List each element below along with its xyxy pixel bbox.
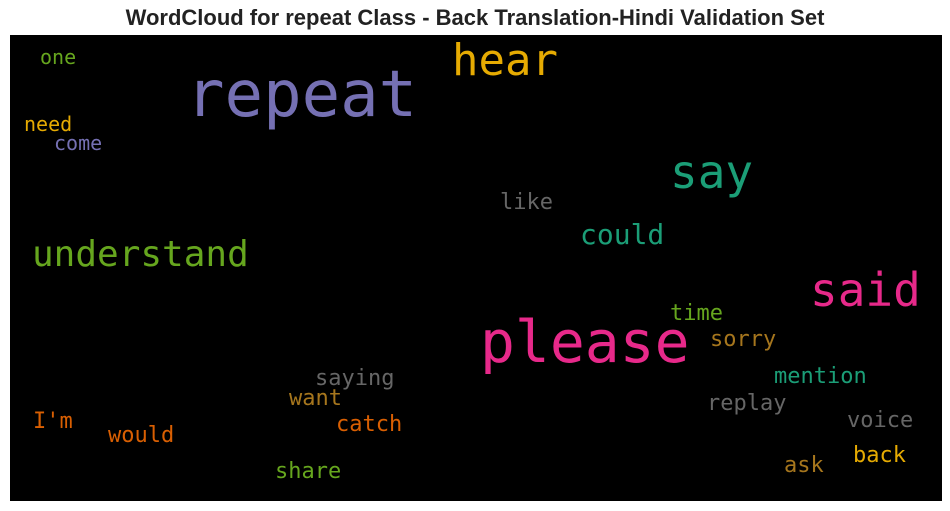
word-hear: hear xyxy=(452,35,558,86)
word-im: I'm xyxy=(33,409,73,434)
word-like: like xyxy=(500,190,553,215)
word-please: please xyxy=(480,308,690,376)
word-come: come xyxy=(54,131,103,155)
word-replay: replay xyxy=(707,391,787,416)
word-catch: catch xyxy=(336,412,403,437)
wordcloud-canvas: repeat hear say please said understand c… xyxy=(10,35,942,501)
word-sorry: sorry xyxy=(710,327,777,352)
word-would: would xyxy=(108,423,175,448)
word-want: want xyxy=(289,386,342,411)
word-understand: understand xyxy=(32,234,249,275)
wordcloud-title: WordCloud for repeat Class - Back Transl… xyxy=(125,5,825,30)
word-need: need xyxy=(24,112,73,136)
word-back: back xyxy=(853,443,906,468)
word-share: share xyxy=(275,459,342,484)
word-repeat: repeat xyxy=(186,58,418,132)
word-saying: saying xyxy=(315,366,395,391)
word-say: say xyxy=(670,145,754,199)
word-said: said xyxy=(810,263,921,317)
word-mention: mention xyxy=(774,364,867,389)
word-voice: voice xyxy=(847,408,914,433)
word-could: could xyxy=(580,218,665,251)
word-ask: ask xyxy=(784,453,824,478)
word-time: time xyxy=(670,301,723,326)
word-one: one xyxy=(40,45,77,69)
